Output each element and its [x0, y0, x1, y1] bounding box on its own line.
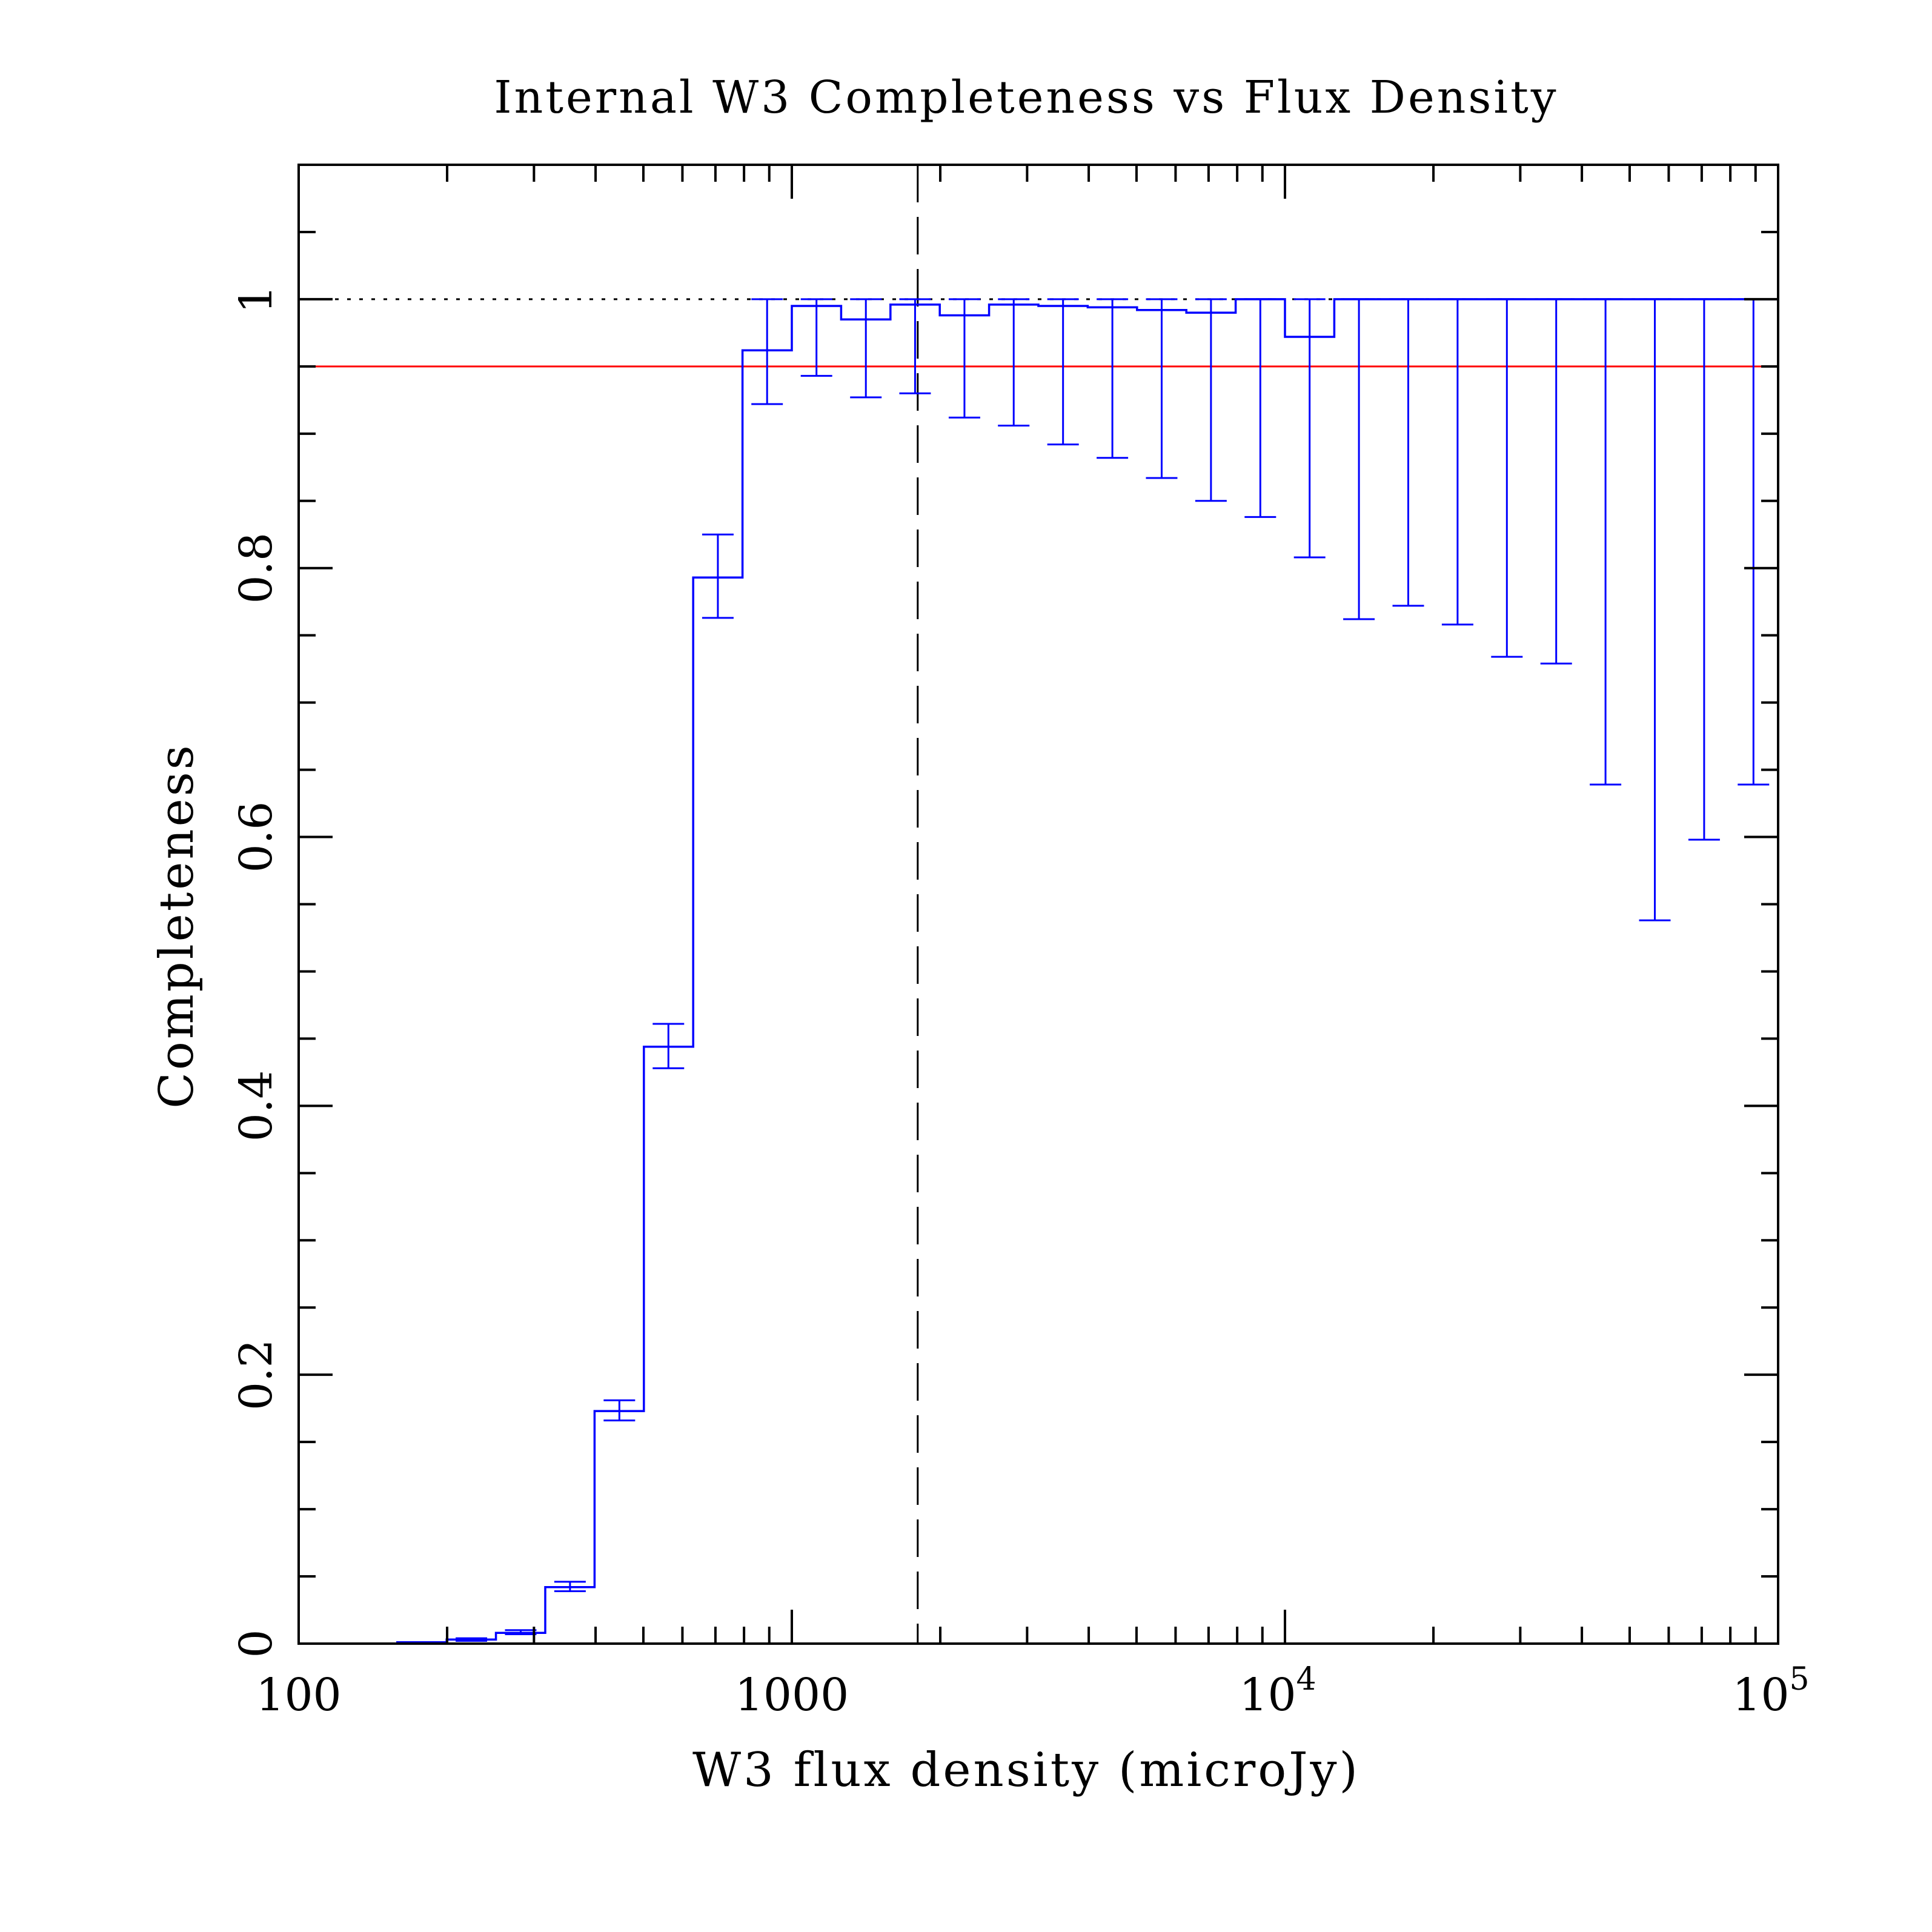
plot-frame [297, 164, 1779, 1645]
error-bar [1590, 298, 1622, 786]
x-tick-label: 100 [256, 1669, 341, 1721]
error-bar [1195, 298, 1227, 502]
x-tick-label-exponent: 4 [1296, 1661, 1316, 1698]
error-bar [1343, 298, 1375, 620]
x-tick-label: 104 [1239, 1661, 1316, 1721]
x-tick-label: 1000 [735, 1669, 849, 1721]
error-bar [1392, 298, 1424, 607]
y-axis-label: Completeness [150, 743, 204, 1109]
error-bar [1540, 298, 1572, 665]
error-bar [899, 298, 931, 394]
error-bar [1688, 298, 1720, 841]
error-bar [800, 298, 832, 377]
y-tick-label: 0.4 [230, 1071, 282, 1142]
error-bar [554, 1581, 586, 1592]
x-tick-label-base: 10 [1239, 1669, 1296, 1721]
error-bar [850, 298, 882, 399]
error-bar [652, 1023, 685, 1069]
error-bar [1047, 298, 1079, 446]
error-bar [1639, 298, 1671, 921]
y-tick-label: 0.6 [230, 802, 282, 873]
x-tick-label-exponent: 5 [1790, 1661, 1810, 1698]
error-bar [998, 298, 1030, 427]
error-bar [1491, 298, 1523, 658]
chart-title: Internal W3 Completeness vs Flux Density [494, 71, 1558, 124]
error-bar [505, 1629, 537, 1635]
error-bar [1097, 298, 1129, 459]
error-bar [751, 298, 783, 405]
error-bar [702, 533, 734, 619]
error-bar [948, 298, 980, 419]
x-tick-label: 105 [1732, 1661, 1809, 1721]
error-bar [1441, 298, 1473, 626]
data-series [299, 298, 1779, 1645]
error-bar [456, 1637, 488, 1642]
y-tick-label: 0.2 [230, 1339, 282, 1410]
error-bar [1146, 298, 1178, 479]
error-bar [603, 1399, 636, 1422]
y-tick-label: 0 [230, 1629, 282, 1658]
y-tick-label: 1 [230, 285, 282, 313]
x-axis-label: W3 flux density (microJy) [692, 1743, 1360, 1798]
error-bar [1244, 298, 1276, 518]
reference-lines [299, 165, 1778, 1644]
x-tick-label-base: 10 [1732, 1669, 1789, 1721]
y-tick-label: 0.8 [230, 533, 282, 604]
error-bar [1293, 298, 1326, 559]
